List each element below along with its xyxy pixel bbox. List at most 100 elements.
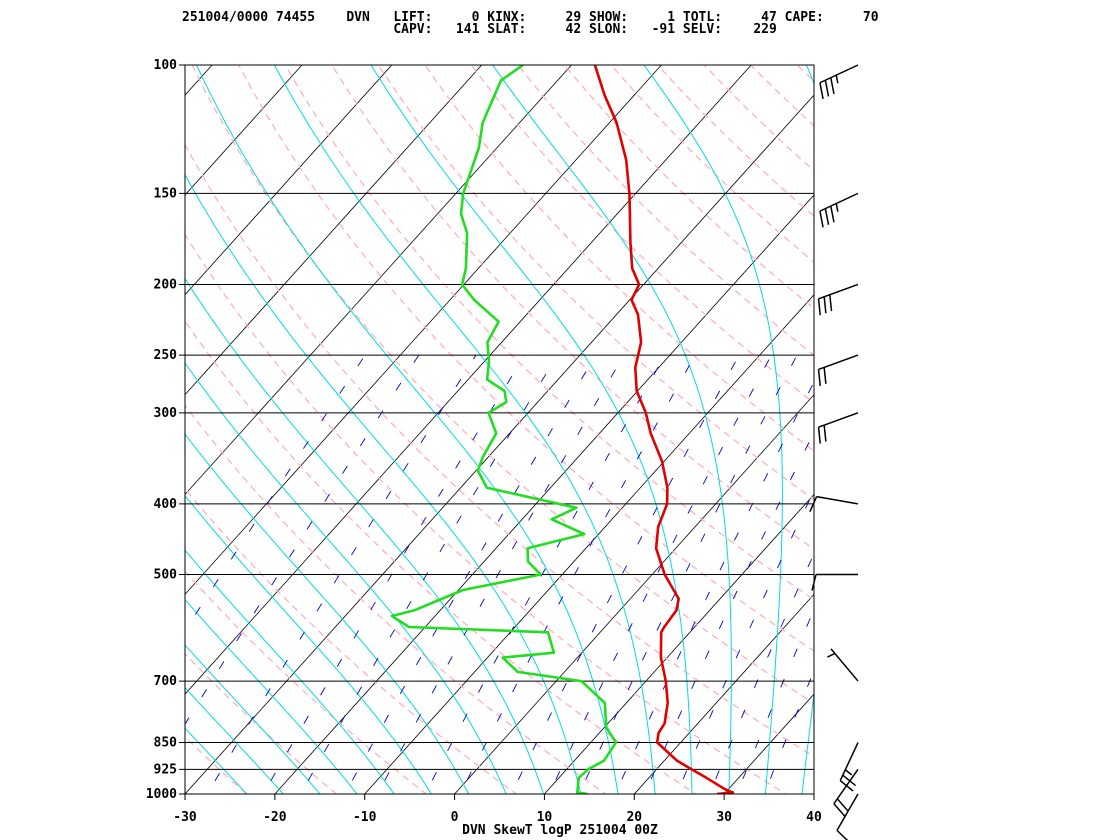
mixing-ratio-line — [206, 354, 477, 794]
mixing-ratio-line — [644, 431, 814, 794]
wind-barb-feather — [823, 425, 827, 442]
y-axis: 100 150 200 250 300 400 500 700 850 925 1000 — [146, 58, 177, 802]
dry-adiabat-line — [964, 49, 1120, 810]
dry-adiabat-line — [331, 65, 814, 550]
isotherm-line — [185, 65, 482, 396]
mixing-ratio-line — [185, 354, 366, 632]
wind-barb-feather — [819, 82, 824, 100]
x-tick-label: 40 — [806, 810, 822, 825]
dry-adiabat-line — [703, 65, 814, 172]
mixing-ratio-line — [614, 381, 814, 794]
dry-adiabat-line — [827, 49, 1120, 810]
wind-barb-staff — [819, 64, 859, 84]
wind-barb-feather — [830, 205, 835, 223]
dry-adiabat-line — [377, 65, 814, 501]
dry-adiabat-line — [610, 65, 814, 263]
x-tick-label: 10 — [537, 810, 553, 825]
dry-adiabat-line — [284, 65, 814, 601]
wind-barb-feather — [839, 780, 854, 792]
dry-adiabat-line — [237, 65, 814, 652]
wind-barb-staff — [816, 495, 859, 505]
wind-barb-staff — [818, 283, 859, 300]
moist-adiabat-line — [185, 494, 432, 794]
moist-adiabat-line — [185, 549, 395, 794]
mixing-ratio-line — [676, 489, 814, 794]
dry-adiabat-line — [185, 652, 338, 794]
wind-barb-half-feather — [835, 75, 839, 84]
wind-barb-staff — [819, 192, 859, 212]
dry-adiabat-line — [424, 65, 814, 452]
dry-adiabat-line — [185, 319, 698, 794]
wind-barb-feather — [817, 369, 821, 386]
wind-barb-feather — [842, 774, 857, 787]
wind-barb-feather — [830, 77, 835, 95]
dry-adiabat-line — [185, 404, 608, 794]
mixing-ratio-line — [459, 354, 696, 794]
moist-adiabat-line — [185, 173, 582, 794]
isobars — [179, 64, 814, 795]
mixing-ratio-line — [578, 354, 798, 794]
x-tick-label: 0 — [451, 810, 459, 825]
wind-barb-feather — [833, 803, 846, 817]
isotherm-line — [813, 793, 814, 794]
wind-barb-staff — [818, 354, 859, 371]
isotherm-line — [185, 94, 814, 794]
wind-barb-feather — [817, 298, 821, 316]
wind-barb-feather — [824, 208, 830, 225]
dry-adiabat-line — [796, 65, 814, 82]
wind-barb-staff — [833, 768, 859, 805]
pressure-label: 500 — [154, 568, 178, 583]
pressure-label: 300 — [154, 406, 178, 421]
mixing-ratio-line — [510, 354, 740, 794]
wind-barb-feather — [824, 80, 830, 97]
isotherm-line — [274, 194, 814, 794]
x-tick-label: -20 — [263, 810, 287, 825]
isotherm-line — [544, 493, 814, 794]
dry-adiabat-line — [185, 233, 787, 794]
wind-barb-feather — [811, 574, 817, 591]
dry-adiabat-line — [749, 65, 814, 127]
dry-adiabat-line — [191, 65, 814, 705]
pressure-label: 850 — [154, 736, 178, 751]
x-axis: -30 -20 -10 0 10 20 30 40 — [173, 794, 822, 825]
wind-barb-staff — [818, 412, 859, 428]
isotherm-line — [185, 65, 572, 496]
mixing-ratio-line — [548, 354, 772, 794]
wind-barb-feather — [809, 496, 818, 512]
dry-adiabat-line — [185, 143, 814, 758]
wind-barb-half-feather — [835, 203, 839, 212]
mixing-ratio-line — [376, 354, 625, 794]
moist-adiabat-line — [492, 65, 732, 794]
moist-adiabat-line — [196, 65, 619, 794]
isotherm-line — [185, 65, 752, 695]
dry-adiabat-line — [185, 570, 428, 794]
wind-barb-feather — [823, 367, 827, 384]
dry-adiabat-line — [185, 487, 518, 794]
pressure-label: 925 — [154, 762, 177, 777]
wind-barb-feather — [823, 296, 827, 314]
dry-adiabat-line — [918, 49, 1120, 810]
isotherm-line — [0, 65, 122, 794]
dry-adiabat-line — [656, 65, 814, 217]
moist-adiabat-line — [370, 65, 693, 794]
moist-adiabat-line — [185, 433, 470, 794]
mixing-ratio-line — [262, 354, 526, 794]
x-tick-label: -10 — [353, 810, 377, 825]
wind-barb-feather — [819, 210, 824, 228]
pressure-label: 250 — [154, 348, 178, 363]
mixing-ratio-line — [709, 552, 814, 794]
moist-adiabat-line — [185, 686, 284, 794]
mixing-ratio-line — [424, 354, 666, 794]
isotherm-line — [364, 294, 814, 794]
isotherm-line — [723, 693, 814, 794]
moist-adiabat-line — [801, 65, 814, 794]
sounding-header: 251004/0000 74455 DVN LIFT: 0 KINX: 29 S… — [0, 0, 1120, 40]
plot-frame — [184, 64, 815, 795]
pressure-label: 100 — [154, 58, 178, 73]
wind-barb-feather — [829, 294, 833, 312]
x-tick-label: -30 — [173, 810, 197, 825]
wind-barb-staff — [830, 648, 859, 682]
isotherm-line — [634, 593, 814, 794]
wind-barb-half-feather — [844, 769, 853, 776]
